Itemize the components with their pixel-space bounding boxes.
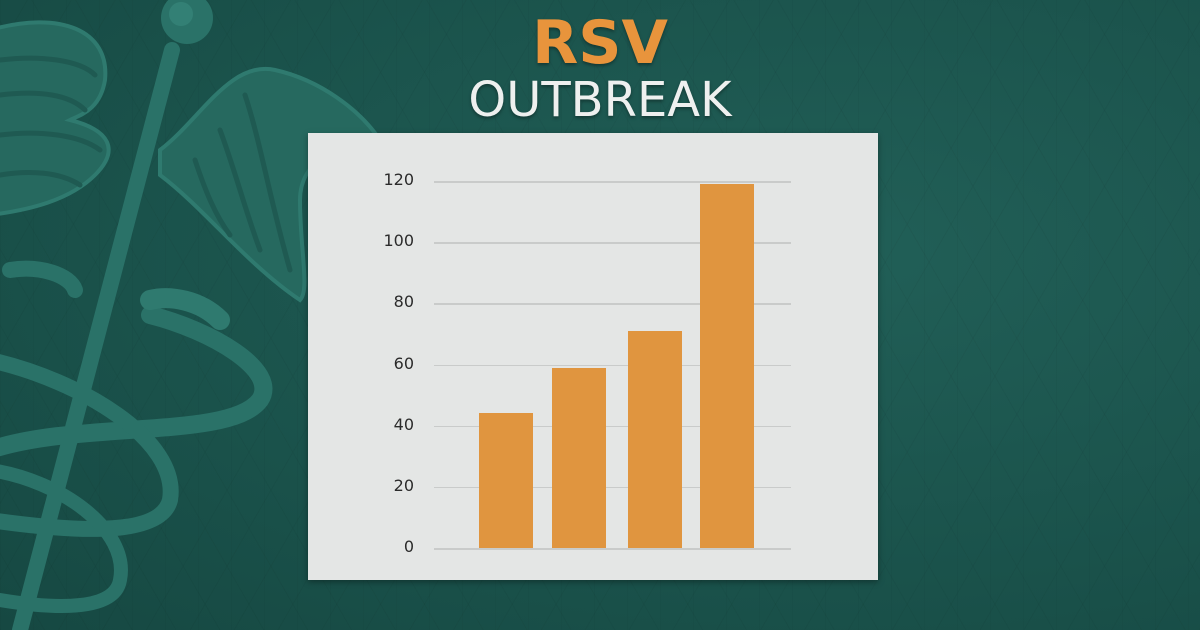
gridline — [434, 486, 791, 489]
gridline — [434, 425, 791, 428]
bar-4 — [700, 184, 754, 548]
y-tick-label: 0 — [403, 537, 414, 556]
bar-1 — [479, 413, 533, 548]
y-tick-label: 20 — [393, 475, 414, 495]
y-tick-label: 100 — [383, 231, 414, 251]
y-tick-label: 120 — [383, 170, 414, 189]
bar-3 — [628, 330, 682, 548]
caduceus-icon — [0, 0, 384, 630]
gridline — [434, 364, 791, 366]
y-tick-label: 40 — [393, 414, 414, 434]
chart-panel: 0 20 40 60 80 100 120 — [308, 133, 878, 580]
gridline — [434, 181, 791, 183]
title-rsv: RSV — [532, 8, 668, 78]
y-tick-label: 60 — [393, 353, 414, 373]
gridline — [434, 242, 791, 244]
bar-2 — [552, 367, 606, 548]
y-tick-label: 80 — [393, 292, 414, 312]
title-outbreak: OUTBREAK — [468, 72, 732, 128]
gridline — [434, 303, 791, 305]
gridline — [434, 548, 791, 550]
